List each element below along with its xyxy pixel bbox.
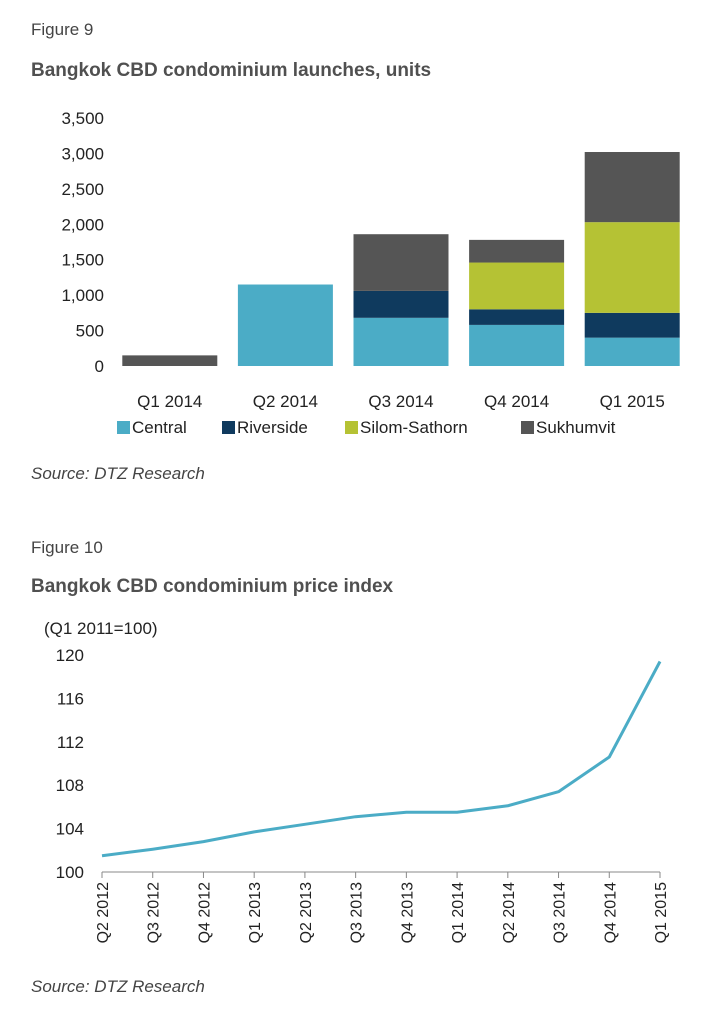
figure-9-label: Figure 9 [31, 20, 94, 39]
x-tick-label-q2-2014: Q2 2014 [501, 882, 518, 943]
unit-label: (Q1 2011=100) [44, 619, 158, 638]
y-tick-label-1-500: 1,500 [61, 251, 104, 270]
y-tick-label-1-000: 1,000 [61, 286, 104, 305]
legend-swatch-riverside [222, 421, 235, 434]
x-tick-label-q1-2015: Q1 2015 [653, 882, 670, 943]
series-line-price-index [101, 660, 662, 858]
legend-label-silom-sathorn: Silom-Sathorn [360, 418, 468, 437]
figure-9-source: Source: DTZ Research [31, 464, 205, 483]
bar-sukhumvit-q1-2014 [122, 355, 218, 366]
x-tick-label-q4-2014: Q4 2014 [484, 392, 549, 411]
bar-central-q4-2014 [469, 324, 565, 366]
bar-sukhumvit-q3-2014 [353, 234, 449, 291]
y-tick-label-104: 104 [56, 820, 84, 839]
legend-swatch-central [117, 421, 130, 434]
figure-10-source: Source: DTZ Research [31, 977, 205, 996]
bar-riverside-q3-2014 [353, 290, 449, 318]
y-tick-label-116: 116 [57, 689, 84, 708]
x-tick-label-q3-2012: Q3 2012 [146, 882, 163, 943]
y-tick-label-112: 112 [57, 733, 84, 752]
figure-10-title: Bangkok CBD condominium price index [31, 576, 394, 597]
figure-10-label: Figure 10 [31, 538, 103, 557]
x-tick-label-q1-2014: Q1 2014 [137, 392, 202, 411]
y-tick-label-3-000: 3,000 [61, 144, 104, 163]
bar-riverside-q1-2015 [584, 312, 680, 338]
x-tick-label-q4-2012: Q4 2012 [196, 882, 213, 943]
y-tick-label-120: 120 [56, 646, 84, 665]
launches-stacked-bar-chart: 0 500 1,000 1,500 2,000 2,500 3,000 3,500 Q1 201… [61, 109, 680, 437]
bar-silom-sathorn-q1-2015 [584, 222, 680, 313]
x-tick-label-q1-2013: Q1 2013 [247, 882, 264, 943]
y-tick-label-0: 0 [95, 357, 104, 376]
price-index-line-chart: (Q1 2011=100) 100 104 108 112 116 120 Q2 2012 Q3… [44, 619, 670, 943]
x-tick-label-q1-2014: Q1 2014 [450, 882, 467, 943]
x-tick-label-q1-2015: Q1 2015 [600, 392, 665, 411]
y-tick-label-500: 500 [76, 322, 104, 341]
bar-silom-sathorn-q4-2014 [469, 262, 565, 310]
legend-label-riverside: Riverside [237, 418, 308, 437]
y-tick-label-100: 100 [56, 863, 84, 882]
figure-9-title: Bangkok CBD condominium launches, units [31, 60, 432, 81]
bar-sukhumvit-q4-2014 [469, 239, 565, 263]
x-tick-label-q3-2013: Q3 2013 [349, 882, 366, 943]
y-tick-label-3-500: 3,500 [61, 109, 104, 128]
bar-central-q1-2015 [584, 337, 680, 366]
bar-sukhumvit-q1-2015 [584, 152, 680, 223]
x-tick-label-q3-2014: Q3 2014 [368, 392, 433, 411]
y-tick-label-2-000: 2,000 [61, 215, 104, 234]
x-tick-label-q3-2014: Q3 2014 [552, 882, 569, 943]
legend-swatch-silom-sathorn [345, 421, 358, 434]
bar-central-q2-2014 [237, 284, 333, 366]
x-tick-label-q4-2013: Q4 2013 [399, 882, 416, 943]
legend-label-central: Central [132, 418, 187, 437]
x-tick-label-q4-2014: Q4 2014 [602, 882, 619, 943]
y-tick-label-108: 108 [56, 776, 84, 795]
y-tick-label-2-500: 2,500 [61, 180, 104, 199]
bar-riverside-q4-2014 [469, 309, 565, 325]
legend-label-sukhumvit: Sukhumvit [536, 418, 616, 437]
x-tick-label-q2-2013: Q2 2013 [298, 882, 315, 943]
bar-central-q3-2014 [353, 317, 449, 366]
x-tick-label-q2-2012: Q2 2012 [95, 882, 112, 943]
x-tick-label-q2-2014: Q2 2014 [253, 392, 318, 411]
legend-swatch-sukhumvit [521, 421, 534, 434]
